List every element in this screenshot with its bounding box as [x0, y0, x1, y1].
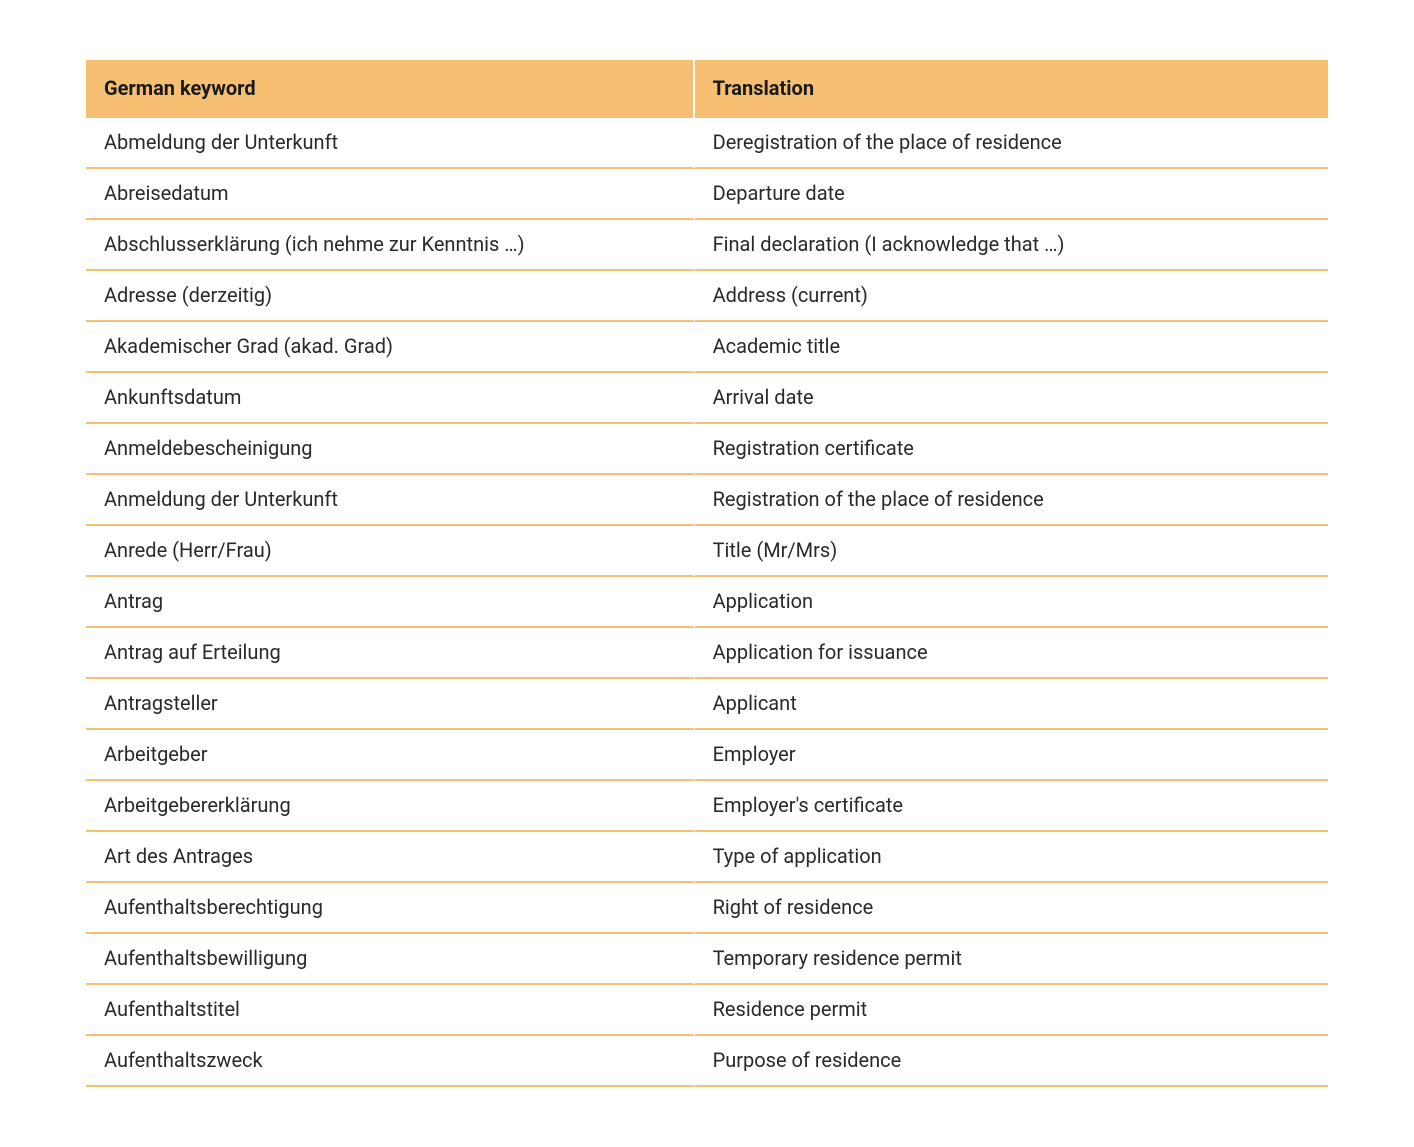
- cell-german: Aufenthaltszweck: [86, 1036, 695, 1087]
- cell-translation: Title (Mr/Mrs): [695, 526, 1328, 577]
- cell-translation: Applicant: [695, 679, 1328, 730]
- table-row: Aufenthaltsbewilligung Temporary residen…: [86, 934, 1328, 985]
- cell-german: Antrag: [86, 577, 695, 628]
- col-header-german: German keyword: [86, 60, 695, 118]
- table-header-row: German keyword Translation: [86, 60, 1328, 118]
- cell-german: Adresse (derzeitig): [86, 271, 695, 322]
- cell-translation: Residence permit: [695, 985, 1328, 1036]
- table-row: Abmeldung der Unterkunft Deregistration …: [86, 118, 1328, 169]
- cell-translation: Departure date: [695, 169, 1328, 220]
- cell-german: Ankunftsdatum: [86, 373, 695, 424]
- cell-german: Antrag auf Erteilung: [86, 628, 695, 679]
- table-row: Arbeitgebererklärung Employer's certific…: [86, 781, 1328, 832]
- cell-german: Aufenthaltsberechtigung: [86, 883, 695, 934]
- table-row: Antrag Application: [86, 577, 1328, 628]
- cell-translation: Type of application: [695, 832, 1328, 883]
- table-row: Anmeldebescheinigung Registration certif…: [86, 424, 1328, 475]
- cell-translation: Registration certificate: [695, 424, 1328, 475]
- cell-translation: Right of residence: [695, 883, 1328, 934]
- cell-translation: Academic title: [695, 322, 1328, 373]
- cell-translation: Employer's certificate: [695, 781, 1328, 832]
- cell-translation: Employer: [695, 730, 1328, 781]
- table-row: Adresse (derzeitig) Address (current): [86, 271, 1328, 322]
- cell-german: Anmeldebescheinigung: [86, 424, 695, 475]
- table-row: Anmeldung der Unterkunft Registration of…: [86, 475, 1328, 526]
- table-row: Aufenthaltstitel Residence permit: [86, 985, 1328, 1036]
- table-row: Aufenthaltszweck Purpose of residence: [86, 1036, 1328, 1087]
- cell-translation: Temporary residence permit: [695, 934, 1328, 985]
- translation-table: German keyword Translation Abmeldung der…: [86, 60, 1328, 1087]
- cell-german: Anmeldung der Unterkunft: [86, 475, 695, 526]
- table-row: Art des Antrages Type of application: [86, 832, 1328, 883]
- cell-german: Abschlusserklärung (ich nehme zur Kenntn…: [86, 220, 695, 271]
- cell-german: Abmeldung der Unterkunft: [86, 118, 695, 169]
- cell-german: Akademischer Grad (akad. Grad): [86, 322, 695, 373]
- cell-german: Anrede (Herr/Frau): [86, 526, 695, 577]
- cell-german: Aufenthaltstitel: [86, 985, 695, 1036]
- cell-german: Aufenthaltsbewilligung: [86, 934, 695, 985]
- table-row: Aufenthaltsberechtigung Right of residen…: [86, 883, 1328, 934]
- cell-german: Art des Antrages: [86, 832, 695, 883]
- cell-translation: Deregistration of the place of residence: [695, 118, 1328, 169]
- table-row: Anrede (Herr/Frau) Title (Mr/Mrs): [86, 526, 1328, 577]
- table-row: Abreisedatum Departure date: [86, 169, 1328, 220]
- cell-translation: Registration of the place of residence: [695, 475, 1328, 526]
- cell-translation: Final declaration (I acknowledge that …): [695, 220, 1328, 271]
- cell-translation: Purpose of residence: [695, 1036, 1328, 1087]
- table-row: Ankunftsdatum Arrival date: [86, 373, 1328, 424]
- table-row: Akademischer Grad (akad. Grad) Academic …: [86, 322, 1328, 373]
- cell-translation: Application for issuance: [695, 628, 1328, 679]
- translation-table-container: German keyword Translation Abmeldung der…: [86, 60, 1328, 1087]
- cell-translation: Arrival date: [695, 373, 1328, 424]
- cell-german: Arbeitgebererklärung: [86, 781, 695, 832]
- cell-translation: Application: [695, 577, 1328, 628]
- cell-german: Antragsteller: [86, 679, 695, 730]
- table-row: Antragsteller Applicant: [86, 679, 1328, 730]
- col-header-translation: Translation: [695, 60, 1328, 118]
- table-row: Arbeitgeber Employer: [86, 730, 1328, 781]
- cell-german: Abreisedatum: [86, 169, 695, 220]
- cell-translation: Address (current): [695, 271, 1328, 322]
- table-row: Antrag auf Erteilung Application for iss…: [86, 628, 1328, 679]
- table-row: Abschlusserklärung (ich nehme zur Kenntn…: [86, 220, 1328, 271]
- cell-german: Arbeitgeber: [86, 730, 695, 781]
